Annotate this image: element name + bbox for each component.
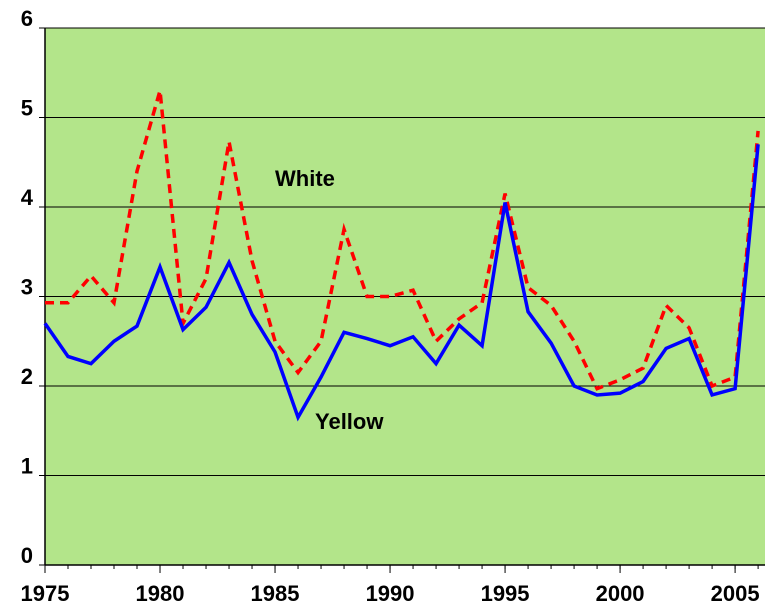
series-label: Yellow <box>315 409 384 434</box>
series-label: White <box>275 166 335 191</box>
y-tick-label: 2 <box>21 364 33 389</box>
y-tick-label: 1 <box>21 453 33 478</box>
x-tick-label: 1980 <box>136 581 185 606</box>
x-tick-label: 1975 <box>21 581 70 606</box>
y-tick-label: 6 <box>21 6 33 31</box>
x-tick-label: 1990 <box>366 581 415 606</box>
x-tick-label: 2005 <box>711 581 760 606</box>
x-tick-label: 2000 <box>596 581 645 606</box>
y-tick-label: 5 <box>21 95 33 120</box>
x-tick-label: 1985 <box>251 581 300 606</box>
y-tick-label: 4 <box>21 185 34 210</box>
series-line <box>45 90 760 391</box>
series-line <box>43 144 760 422</box>
y-tick-label: 0 <box>21 543 33 568</box>
x-tick-label: 1995 <box>481 581 530 606</box>
y-tick-label: 3 <box>21 274 33 299</box>
